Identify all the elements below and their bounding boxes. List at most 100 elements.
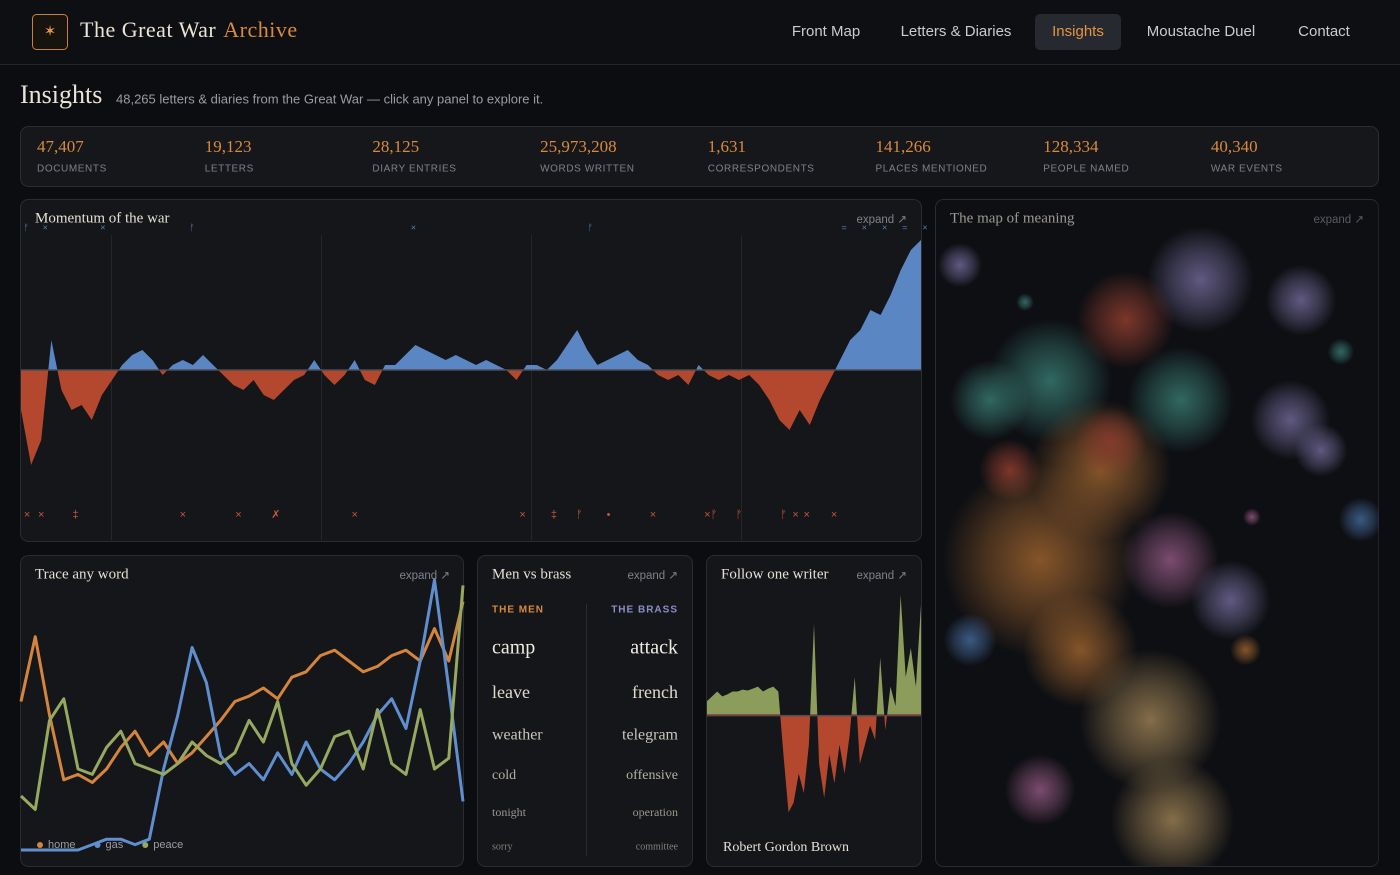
men-word: camp bbox=[492, 637, 535, 659]
event-marker: × bbox=[351, 509, 357, 521]
page-heading: Insights bbox=[20, 80, 102, 109]
column-label: THE MEN bbox=[492, 605, 544, 616]
event-marker: × bbox=[862, 222, 867, 232]
legend-swatch bbox=[37, 842, 43, 848]
nav-item[interactable]: Contact bbox=[1298, 23, 1351, 40]
trace-line bbox=[19, 585, 465, 811]
brass-word: offensive bbox=[626, 768, 678, 783]
men-word: sorry bbox=[492, 841, 513, 852]
event-marker: ×ᚠ bbox=[704, 509, 717, 521]
event-marker: × bbox=[519, 509, 525, 521]
brass-word: committee bbox=[636, 841, 679, 852]
panel-title: Trace any word bbox=[35, 566, 129, 582]
event-marker: × bbox=[38, 509, 44, 521]
nav-active-bg[interactable] bbox=[1035, 14, 1121, 50]
stat-value: 25,973,208 bbox=[540, 137, 617, 156]
event-marker: × bbox=[650, 509, 656, 521]
stat-label: WORDS WRITTEN bbox=[540, 164, 634, 175]
stat-label: LETTERS bbox=[205, 164, 254, 175]
stat-label: WAR EVENTS bbox=[1211, 164, 1283, 175]
brass-word: telegram bbox=[622, 727, 679, 744]
stat-value: 141,266 bbox=[876, 137, 931, 156]
event-marker: × bbox=[235, 509, 241, 521]
map-texture bbox=[936, 200, 1379, 866]
legend-label: gas bbox=[106, 839, 124, 851]
stat-label: DIARY ENTRIES bbox=[372, 164, 456, 175]
title-accent[interactable]: Archive bbox=[223, 17, 297, 42]
event-marker: ᚠ bbox=[736, 509, 743, 521]
trace-line bbox=[21, 578, 465, 852]
stat-label: PLACES MENTIONED bbox=[876, 164, 988, 175]
event-marker: ᚠ bbox=[189, 222, 194, 232]
men-word: leave bbox=[492, 682, 530, 702]
event-marker: × bbox=[804, 509, 810, 521]
page-subtitle: 48,265 letters & diaries from the Great … bbox=[116, 91, 543, 106]
event-marker: × bbox=[100, 222, 105, 232]
logo-box[interactable] bbox=[32, 14, 68, 50]
panel-title: Follow one writer bbox=[721, 566, 828, 582]
nav-item[interactable]: Moustache Duel bbox=[1147, 23, 1255, 40]
logo[interactable]: ✶ bbox=[44, 23, 57, 40]
nav-item[interactable]: Insights bbox=[1052, 23, 1104, 40]
area-negative bbox=[21, 370, 921, 465]
area-positive bbox=[707, 594, 921, 714]
map-plot bbox=[936, 200, 1379, 866]
event-marker: × bbox=[792, 509, 798, 521]
stat-label: PEOPLE NAMED bbox=[1043, 164, 1129, 175]
stat-value: 28,125 bbox=[372, 137, 419, 156]
men-word: cold bbox=[492, 768, 516, 783]
event-marker: × bbox=[43, 222, 48, 232]
nav-item[interactable]: Letters & Diaries bbox=[901, 23, 1012, 40]
event-marker: ᚠ bbox=[780, 509, 787, 521]
event-marker: × bbox=[831, 509, 837, 521]
expand-link[interactable]: expand ↗ bbox=[856, 570, 907, 582]
stat-value: 128,334 bbox=[1043, 137, 1099, 156]
event-marker: × bbox=[180, 509, 186, 521]
header-bg bbox=[0, 0, 1400, 64]
header: ✶ The Great War Archive bbox=[0, 0, 1400, 65]
event-marker: × bbox=[411, 222, 416, 232]
brass-word: attack bbox=[630, 637, 678, 659]
brass-word: french bbox=[632, 682, 678, 702]
stat-value: 19,123 bbox=[205, 137, 252, 156]
stat-value: 40,340 bbox=[1211, 137, 1258, 156]
event-marker: ✗ bbox=[271, 509, 280, 521]
event-marker: ᚠ bbox=[576, 509, 583, 521]
stat-label: CORRESPONDENTS bbox=[708, 164, 815, 175]
writer-name: Robert Gordon Brown bbox=[723, 840, 849, 855]
legend-label: home bbox=[48, 839, 76, 851]
stat-value: 1,631 bbox=[708, 137, 746, 156]
stat-label: DOCUMENTS bbox=[37, 164, 107, 175]
event-marker: = bbox=[842, 222, 847, 232]
panel-title: Momentum of the war bbox=[35, 210, 170, 226]
legend-swatch bbox=[142, 842, 149, 848]
event-marker: ᚠ bbox=[588, 222, 593, 232]
event-marker: × bbox=[24, 509, 30, 521]
event-marker: × bbox=[922, 222, 927, 232]
legend-swatch bbox=[94, 842, 101, 848]
column-label: THE BRASS bbox=[611, 605, 678, 616]
title-main[interactable]: The Great War bbox=[80, 17, 216, 42]
site-title[interactable]: The Great War Archive bbox=[80, 17, 298, 42]
legend-label: peace bbox=[153, 839, 183, 851]
men-word: weather bbox=[492, 727, 543, 744]
nav-item[interactable]: Front Map bbox=[792, 23, 860, 40]
brass-panel[interactable] bbox=[477, 555, 693, 867]
men-word: tonight bbox=[492, 805, 527, 819]
event-marker: = bbox=[902, 222, 907, 232]
trace-panel[interactable] bbox=[20, 555, 464, 867]
event-marker: • bbox=[607, 509, 611, 521]
trace-line bbox=[19, 601, 465, 784]
stat-value: 47,407 bbox=[37, 137, 84, 156]
stats-bar bbox=[20, 126, 1379, 187]
expand-link[interactable]: expand ↗ bbox=[627, 570, 678, 582]
event-marker: ‡ bbox=[551, 509, 557, 521]
panel-title: Men vs brass bbox=[492, 566, 571, 582]
expand-link[interactable]: expand ↗ bbox=[399, 570, 450, 582]
expand-link[interactable]: expand ↗ bbox=[856, 214, 907, 226]
event-marker: ᚠ bbox=[23, 222, 28, 232]
brass-word: operation bbox=[633, 805, 678, 819]
event-marker: ‡ bbox=[73, 509, 79, 521]
event-marker: × bbox=[882, 222, 887, 232]
